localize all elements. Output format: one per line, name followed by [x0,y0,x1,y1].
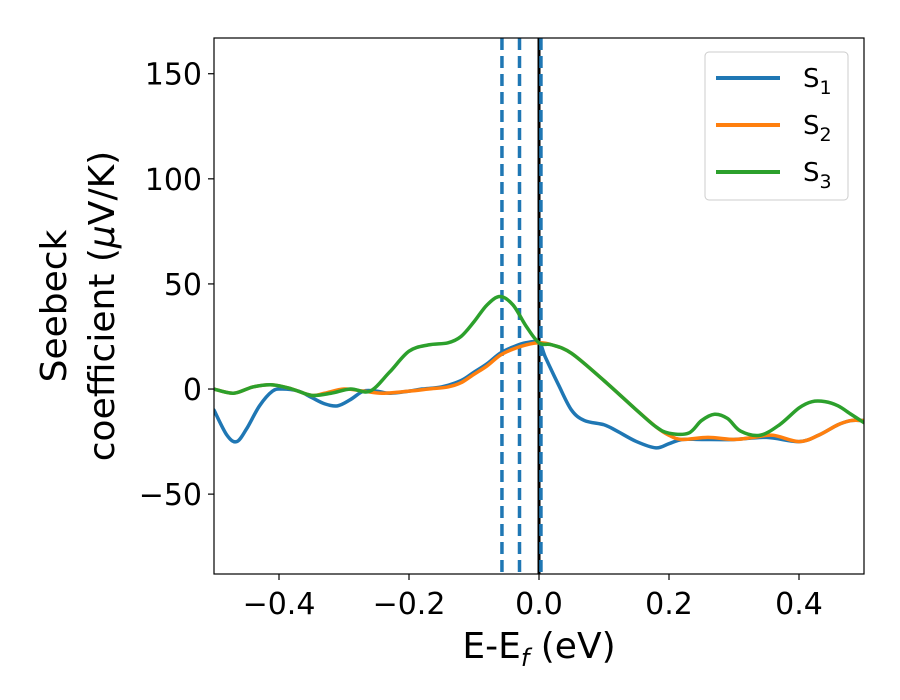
y-tick-label: 150 [145,58,202,93]
x-axis-label-unit: (eV) [529,626,615,667]
legend-label: S3 [803,158,832,193]
y-tick-label: 50 [164,268,202,303]
y-tick-label: 0 [183,373,202,408]
x-tick-label: −0.4 [243,587,316,622]
legend: S1 S2 S3 [704,51,849,201]
series-lines [214,294,864,450]
y-axis-label: Seebeck coefficient (μV/K) [34,151,123,461]
vertical-lines [500,38,543,574]
legend-label: S1 [803,64,832,99]
x-tick-label: 0.0 [515,587,563,622]
legend-entry-s3: S3 [716,158,832,193]
y-tick-label: −50 [139,478,202,513]
legend-entry-s2: S2 [716,111,832,146]
x-axis-label: E-Ef (eV) [462,626,615,672]
y-axis-label-prefix: coefficient ( [82,248,123,461]
y-axis-ticks: 150 100 50 0 −50 [139,58,214,513]
y-axis-label-line2: coefficient (μV/K) [82,151,123,461]
series-line-s3 [214,294,864,438]
y-axis-label-mu: μ [82,225,123,249]
y-tick-label: 100 [145,163,202,198]
x-tick-label: 0.4 [775,587,823,622]
x-tick-label: −0.2 [373,587,446,622]
x-axis-label-main: E-E [462,626,520,667]
legend-label: S2 [803,111,832,146]
y-axis-label-line1: Seebeck [34,229,75,382]
x-axis-ticks: −0.4 −0.2 0.0 0.2 0.4 [243,574,823,622]
y-axis-label-suffix: V/K) [82,151,123,225]
x-tick-label: 0.2 [645,587,693,622]
legend-entry-s1: S1 [716,64,832,99]
